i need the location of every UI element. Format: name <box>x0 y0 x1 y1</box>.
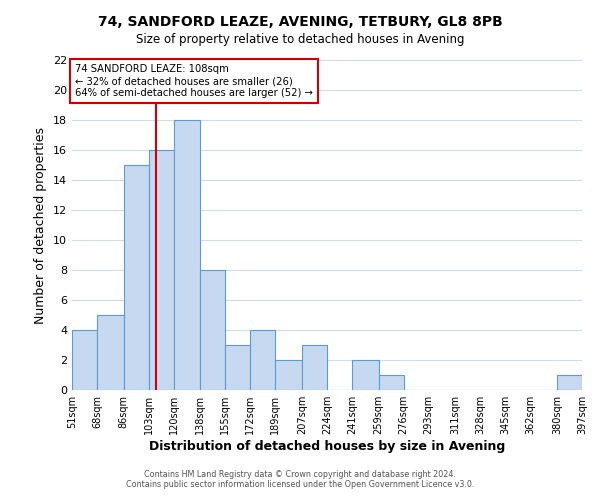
Bar <box>352 360 379 390</box>
Bar <box>275 360 302 390</box>
Bar <box>302 345 327 390</box>
Text: Size of property relative to detached houses in Avening: Size of property relative to detached ho… <box>136 32 464 46</box>
Bar <box>72 330 97 390</box>
Bar <box>174 120 200 390</box>
Bar <box>250 330 275 390</box>
Text: 74, SANDFORD LEAZE, AVENING, TETBURY, GL8 8PB: 74, SANDFORD LEAZE, AVENING, TETBURY, GL… <box>98 15 502 29</box>
Bar <box>124 165 149 390</box>
Bar <box>379 375 404 390</box>
Bar <box>200 270 225 390</box>
Text: Contains HM Land Registry data © Crown copyright and database right 2024.
Contai: Contains HM Land Registry data © Crown c… <box>126 470 474 489</box>
X-axis label: Distribution of detached houses by size in Avening: Distribution of detached houses by size … <box>149 440 505 453</box>
Y-axis label: Number of detached properties: Number of detached properties <box>34 126 47 324</box>
Bar <box>557 375 582 390</box>
Bar <box>149 150 174 390</box>
Bar <box>97 315 124 390</box>
Bar <box>225 345 250 390</box>
Text: 74 SANDFORD LEAZE: 108sqm
← 32% of detached houses are smaller (26)
64% of semi-: 74 SANDFORD LEAZE: 108sqm ← 32% of detac… <box>75 64 313 98</box>
